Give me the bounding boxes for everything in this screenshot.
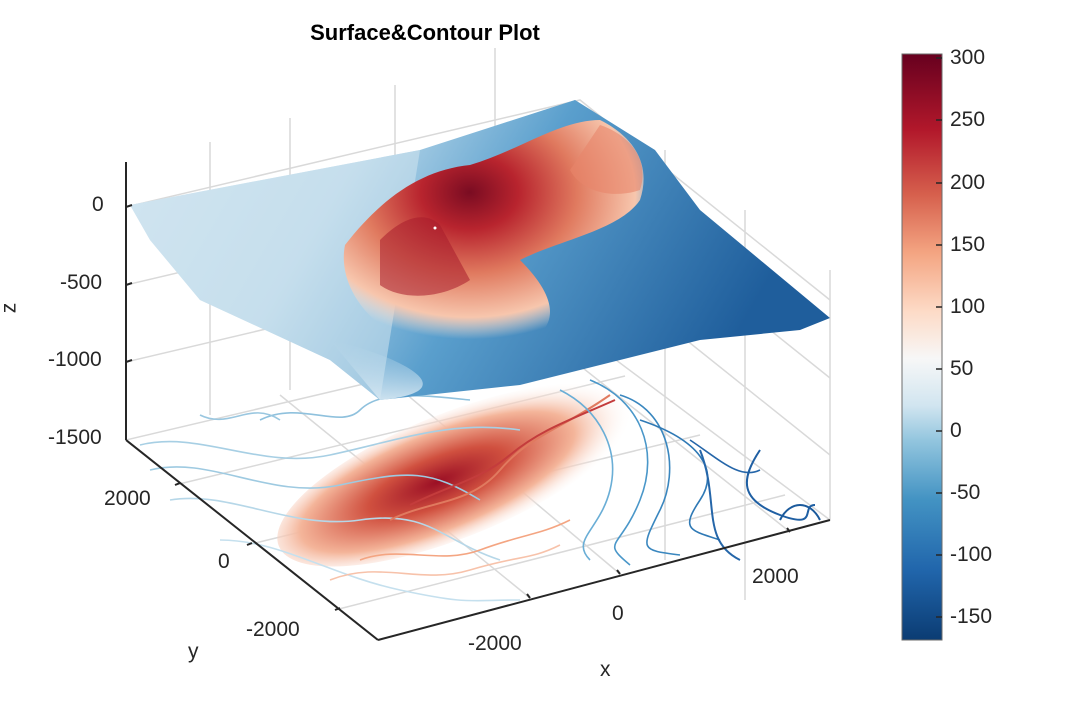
y-tick-0: 0: [218, 550, 230, 573]
z-tick-1: -500: [60, 271, 103, 294]
colorbar-tick: 250: [950, 108, 986, 131]
colorbar-tick: -100: [950, 543, 993, 566]
chart-title: Surface&Contour Plot: [310, 20, 540, 45]
colorbar-tick: 200: [950, 171, 986, 194]
colorbar-tick: 100: [950, 295, 986, 318]
colorbar-tick: -50: [950, 481, 981, 504]
colorbar-tick: -150: [950, 605, 993, 628]
axes: [125, 162, 831, 641]
x-axis-line: [377, 519, 831, 641]
x-tick-neg2000: -2000: [468, 632, 522, 655]
z-tick-0: 0: [92, 193, 104, 216]
x-axis-label: x: [600, 658, 611, 681]
colorbar-tick: 300: [950, 46, 986, 69]
y-tick-neg2000: -2000: [246, 618, 300, 641]
y-axis-label: y: [188, 640, 199, 663]
colorbar-tick: 50: [950, 357, 974, 380]
colorbar: [901, 53, 943, 641]
z-tick-2: -1000: [48, 348, 102, 371]
x-tick-0: 0: [612, 602, 624, 625]
z-tick-3: -1500: [48, 426, 102, 449]
y-tick-2000: 2000: [104, 487, 151, 510]
y-axis-line: [125, 439, 379, 641]
contour-plot: [139, 379, 821, 602]
colorbar-tick: 0: [950, 419, 962, 442]
z-axis-label: z: [0, 303, 21, 314]
colorbar-tick: 150: [950, 233, 986, 256]
x-tick-2000: 2000: [752, 565, 799, 588]
surface-plot: [130, 100, 830, 400]
